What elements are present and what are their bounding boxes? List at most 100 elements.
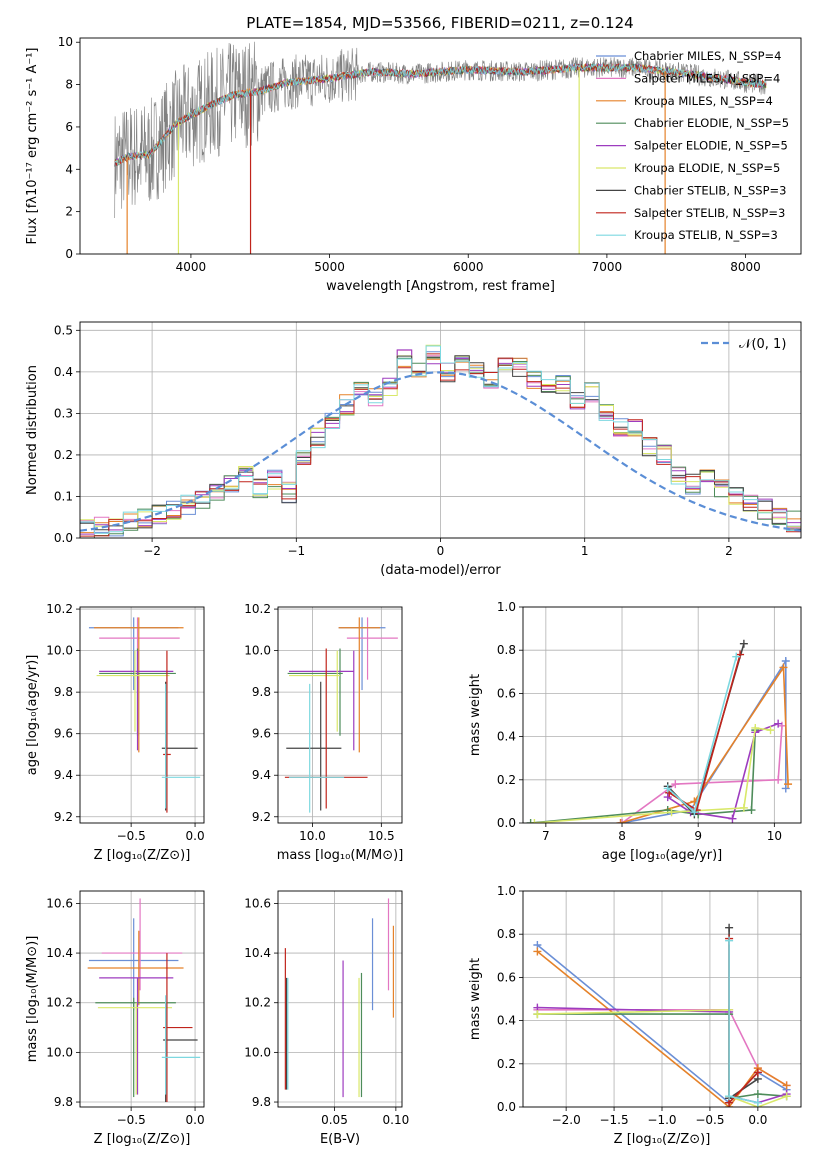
legend: Chabrier MILES, N_SSP=4 Salpeter MILES, N…: [596, 49, 789, 242]
plot-area: [87, 898, 201, 1103]
y-tick-label: 9.8: [54, 685, 73, 699]
y-tick-label: 10.2: [46, 996, 73, 1010]
y-tick-label: 10: [58, 35, 73, 49]
y-tick-label: 9.8: [252, 685, 271, 699]
plot-area: [533, 923, 791, 1107]
x-tick-label: 10.5: [368, 829, 395, 843]
weight-point-marker: [774, 719, 783, 728]
x-tick-label: −2: [143, 544, 161, 558]
legend-label: Salpeter ELODIE, N_SSP=5: [634, 139, 788, 153]
x-tick-label: 7000: [592, 260, 623, 274]
x-tick-label: 0.0: [186, 1113, 205, 1127]
y-tick-label: 1.0: [497, 600, 516, 614]
y-tick-label: 10.2: [46, 602, 73, 616]
y-tick-label: 0.4: [497, 1014, 516, 1028]
x-tick-label: −2.0: [552, 1113, 581, 1127]
plot-area: [284, 898, 395, 1098]
weight-point-marker: [753, 1068, 762, 1077]
x-tick-label: −0.5: [695, 1113, 724, 1127]
y-tick-label: 0.4: [497, 730, 516, 744]
weight-point-marker: [782, 1092, 791, 1101]
weight-point-marker: [779, 663, 788, 672]
x-axis-label: age [log₁₀(age/yr)]: [602, 848, 723, 863]
y-tick-label: 0.2: [54, 448, 73, 462]
weight-point-marker: [533, 947, 542, 956]
weight-point-marker: [781, 657, 790, 665]
weight-point-marker: [663, 793, 672, 802]
histogram-step-line: [80, 353, 801, 537]
chart-mass-vs-z: −0.5 0.0 9.8 10.0 10.2 10.4 10.6 Z [log₁₀(Z/Z⊙)…: [25, 890, 205, 1147]
y-tick-label: 6: [65, 120, 73, 134]
weight-series-line: [728, 940, 759, 1104]
axes-frame: [79, 37, 802, 255]
y-tick-label: 0.0: [497, 1100, 516, 1114]
normal-reference-curve: [80, 371, 801, 532]
plot-area: [114, 41, 767, 254]
weight-point-marker: [618, 819, 627, 823]
x-axis-label: (data-model)/error: [380, 563, 501, 578]
weight-series-line: [620, 665, 789, 823]
y-tick-label: 0.6: [497, 970, 516, 984]
y-tick-label: 0.0: [497, 816, 516, 830]
histogram-step-line: [80, 345, 801, 534]
x-axis-label: Z [log₁₀(Z/Z⊙)]: [94, 848, 191, 863]
chart-weight-vs-age: 7 8 9 10 0.0 0.2 0.4 0.6 0.8 1.0 age [log₁₀(age/yr…: [468, 600, 802, 863]
chart-mass-vs-ebv: 0.05 0.10 9.8 10.0 10.2 10.4 10.6 E(B-V): [244, 890, 410, 1147]
weight-point-marker: [663, 784, 672, 793]
axes-frame: [522, 890, 802, 1108]
x-axis-label: E(B-V): [320, 1132, 360, 1147]
axes-frame: [522, 606, 802, 824]
weight-point-marker: [671, 780, 680, 789]
x-tick-label: −1: [287, 544, 305, 558]
weight-point-marker: [690, 808, 699, 817]
legend-label: Salpeter STELIB, N_SSP=3: [634, 206, 785, 220]
y-axis-label: age [log₁₀(age/yr)]: [25, 655, 40, 776]
legend: 𝒩(0, 1): [701, 337, 786, 352]
plot-area: [284, 617, 398, 813]
axes-frame: [79, 321, 802, 539]
legend-label: Chabrier STELIB, N_SSP=3: [634, 183, 786, 197]
weight-point-marker: [747, 806, 756, 815]
x-tick-label: 0.0: [186, 829, 205, 843]
y-axis-label: Normed distribution: [25, 365, 40, 495]
weight-point-marker: [526, 819, 535, 823]
y-tick-label: 0.4: [54, 365, 73, 379]
chart-age-vs-z: −0.5 0.0 9.2 9.4 9.6 9.8 10.0 10.2 Z [log₁₀(Z/Z⊙…: [25, 602, 205, 863]
y-tick-label: 0.6: [497, 686, 516, 700]
weight-point-marker: [725, 923, 734, 932]
legend-label: Chabrier ELODIE, N_SSP=5: [634, 116, 789, 130]
axes-frame: [79, 890, 205, 1108]
y-axis-label: mass weight: [468, 674, 483, 756]
y-axis-label: mass weight: [468, 958, 483, 1040]
y-tick-label: 9.2: [252, 810, 271, 824]
legend-label: Salpeter MILES, N_SSP=4: [634, 71, 780, 85]
weight-series-line: [534, 727, 771, 823]
model-spectrum-line: [114, 62, 767, 166]
y-tick-label: 2: [65, 205, 73, 219]
x-tick-label: −0.5: [117, 829, 146, 843]
weight-series-line: [621, 658, 787, 823]
x-tick-label: 10: [767, 829, 782, 843]
chart-residual-histogram: −2 −1 0 1 2 0.0 0.1 0.2 0.3 0.4 0.5 (data-model)/er…: [25, 321, 802, 578]
x-tick-label: 0.10: [383, 1113, 410, 1127]
y-tick-label: 10.6: [244, 896, 271, 910]
legend-label: Kroupa MILES, N_SSP=4: [634, 94, 773, 108]
weight-point-marker: [774, 775, 783, 784]
weight-point-marker: [753, 1098, 762, 1107]
y-tick-label: 10.0: [46, 1045, 73, 1059]
y-tick-label: 0.0: [54, 531, 73, 545]
y-tick-label: 1.0: [497, 884, 516, 898]
y-tick-label: 9.8: [252, 1095, 271, 1109]
x-axis-label: wavelength [Angstrom, rest frame]: [326, 279, 555, 294]
y-tick-label: 0.8: [497, 643, 516, 657]
y-tick-label: 9.6: [252, 727, 271, 741]
x-axis-label: Z [log₁₀(Z/Z⊙)]: [94, 1132, 191, 1147]
weight-point-marker: [753, 1090, 762, 1099]
plot-area: [88, 617, 201, 813]
weight-point-marker: [533, 1010, 542, 1019]
x-tick-label: 2: [725, 544, 733, 558]
x-tick-label: 6000: [453, 260, 484, 274]
x-tick-label: 0.0: [748, 1113, 767, 1127]
weight-point-marker: [725, 936, 734, 945]
